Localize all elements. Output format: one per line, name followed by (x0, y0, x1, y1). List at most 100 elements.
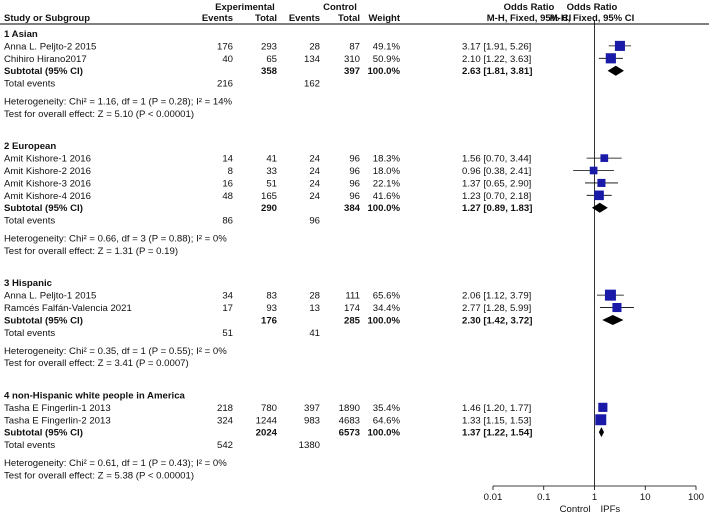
subtotal-odds-ratio: 2.30 [1.42, 3.72] (462, 315, 532, 326)
study-name: Chihiro Hirano2017 (4, 54, 87, 65)
control-events: 13 (309, 303, 320, 314)
subtotal-diamond (598, 427, 605, 438)
experimental-total: 165 (261, 191, 277, 202)
experimental-events: 8 (228, 166, 233, 177)
study-marker (614, 40, 625, 51)
total-events-control: 1380 (299, 440, 320, 451)
total-events-label: Total events (4, 440, 55, 451)
control-events: 24 (309, 166, 320, 177)
experimental-events: 14 (222, 154, 233, 165)
control-total: 96 (349, 178, 360, 189)
x-tick-label: 100 (688, 492, 704, 503)
control-events: 397 (304, 403, 320, 414)
study-name: Amit Kishore-4 2016 (4, 191, 91, 202)
control-events: 24 (309, 154, 320, 165)
control-total: 96 (349, 154, 360, 165)
study-marker (612, 303, 622, 313)
total-events-experimental: 216 (217, 79, 233, 90)
header-ctrl-total: Total (338, 13, 360, 24)
study-weight: 35.4% (373, 403, 401, 414)
control-events: 28 (309, 41, 320, 52)
study-marker (594, 190, 604, 201)
overall-effect-test: Test for overall effect: Z = 3.41 (P = 0… (4, 358, 189, 369)
control-total: 96 (349, 166, 360, 177)
study-marker (597, 178, 606, 187)
total-events-control: 162 (304, 79, 320, 90)
control-events: 134 (304, 54, 321, 65)
experimental-total: 1244 (256, 415, 278, 426)
experimental-events: 176 (217, 41, 233, 52)
study-weight: 34.4% (373, 303, 401, 314)
experimental-events: 16 (222, 178, 233, 189)
study-marker (598, 402, 608, 412)
heterogeneity-stat: Heterogeneity: Chi² = 0.66, df = 3 (P = … (4, 234, 227, 245)
study-weight: 18.3% (373, 154, 401, 165)
experimental-events: 324 (217, 415, 234, 426)
total-events-control: 41 (309, 328, 320, 339)
header-study: Study or Subgroup (4, 13, 90, 24)
total-events-experimental: 86 (222, 216, 233, 227)
header-exp-total: Total (255, 13, 277, 24)
header-weight: Weight (369, 13, 401, 24)
experimental-total: 293 (261, 41, 277, 52)
subtotal-diamond (602, 314, 624, 325)
x-tick-label: 1 (592, 492, 597, 503)
subtotal-exp-total: 290 (261, 203, 277, 214)
total-events-label: Total events (4, 328, 55, 339)
control-total: 1890 (339, 403, 360, 414)
header-ctrl-events: Events (289, 13, 320, 24)
favours-ipfs-label: IPFs (601, 504, 621, 514)
heterogeneity-stat: Heterogeneity: Chi² = 0.61, df = 1 (P = … (4, 458, 227, 469)
subtotal-exp-total: 358 (261, 66, 278, 77)
experimental-total: 780 (261, 403, 277, 414)
subtotal-weight: 100.0% (367, 66, 400, 77)
header-control: Control (323, 2, 357, 13)
subgroup-heading: 4 non-Hispanic white people in America (4, 390, 186, 401)
study-name: Amit Kishore-2 2016 (4, 166, 91, 177)
experimental-total: 51 (266, 178, 277, 189)
study-odds-ratio: 1.23 [0.70, 2.18] (462, 191, 531, 202)
subgroup-heading: 3 Hispanic (4, 278, 53, 289)
subtotal-ctrl-total: 384 (344, 203, 361, 214)
subtotal-odds-ratio: 1.27 [0.89, 1.83] (462, 203, 532, 214)
experimental-total: 33 (266, 166, 277, 177)
study-weight: 49.1% (373, 41, 401, 52)
subtotal-diamond (591, 202, 608, 213)
control-events: 28 (309, 291, 320, 302)
heterogeneity-stat: Heterogeneity: Chi² = 0.35, df = 1 (P = … (4, 346, 227, 357)
study-weight: 65.6% (373, 291, 401, 302)
total-events-control: 96 (309, 216, 320, 227)
subtotal-weight: 100.0% (367, 203, 400, 214)
control-total: 96 (349, 191, 360, 202)
study-name: Ramcés Falfán-Valencia 2021 (4, 303, 132, 314)
study-weight: 22.1% (373, 178, 401, 189)
total-events-label: Total events (4, 79, 55, 90)
control-events: 24 (309, 178, 320, 189)
header-odds-ratio: Odds Ratio (504, 2, 555, 13)
control-total: 174 (344, 303, 361, 314)
control-events: 24 (309, 191, 320, 202)
study-odds-ratio: 1.33 [1.15, 1.53] (462, 415, 531, 426)
subtotal-exp-total: 2024 (256, 428, 278, 439)
subtotal-label: Subtotal (95% CI) (4, 203, 83, 214)
header-exp-events: Events (202, 13, 233, 24)
subtotal-ctrl-total: 6573 (339, 428, 360, 439)
experimental-events: 34 (222, 291, 233, 302)
study-odds-ratio: 1.56 [0.70, 3.44] (462, 154, 531, 165)
control-events: 983 (304, 415, 320, 426)
header-plot-method: M-H, Fixed, 95% CI (550, 13, 634, 24)
study-odds-ratio: 0.96 [0.38, 2.41] (462, 166, 531, 177)
experimental-total: 83 (266, 291, 277, 302)
subtotal-label: Subtotal (95% CI) (4, 66, 83, 77)
experimental-total: 65 (266, 54, 277, 65)
subtotal-weight: 100.0% (367, 315, 400, 326)
study-marker (595, 414, 607, 426)
control-total: 87 (349, 41, 360, 52)
subtotal-exp-total: 176 (261, 315, 277, 326)
study-odds-ratio: 2.06 [1.12, 3.79] (462, 291, 531, 302)
total-events-label: Total events (4, 216, 55, 227)
subtotal-odds-ratio: 2.63 [1.81, 3.81] (462, 66, 532, 77)
experimental-events: 40 (222, 54, 233, 65)
total-events-experimental: 51 (222, 328, 233, 339)
header-plot-odds-ratio: Odds Ratio (567, 2, 618, 13)
